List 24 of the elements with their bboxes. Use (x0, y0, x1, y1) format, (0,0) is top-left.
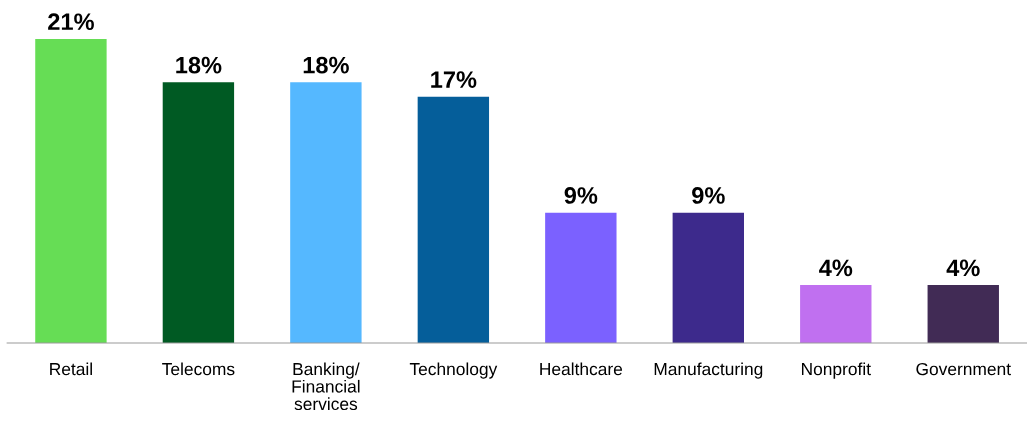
bar (35, 38, 107, 344)
bar (417, 96, 490, 344)
x-tick-label: Telecoms (162, 362, 235, 376)
bar (800, 285, 872, 344)
bar (672, 212, 744, 344)
x-tick-label: Nonprofit (801, 362, 871, 379)
data-label: 18% (176, 56, 222, 74)
x-tick-label: Manufacturing (654, 362, 763, 379)
bar (927, 285, 999, 344)
data-label: 4% (819, 259, 853, 277)
data-label: 9% (692, 187, 725, 204)
data-label: 9% (564, 187, 598, 204)
data-label: 18% (303, 56, 349, 74)
data-label: 4% (946, 259, 980, 277)
bar (545, 212, 617, 344)
x-tick-label: Healthcare (540, 362, 623, 376)
data-label: 17% (431, 71, 477, 88)
x-tick-label: Government (916, 362, 1011, 376)
data-label: 21% (48, 13, 94, 30)
x-tick-label: Retail (50, 362, 92, 376)
bar (162, 82, 235, 344)
x-tick-label: Technology (409, 362, 498, 379)
x-tick-label: Banking/ Financial services (292, 362, 360, 411)
bar (290, 82, 362, 344)
